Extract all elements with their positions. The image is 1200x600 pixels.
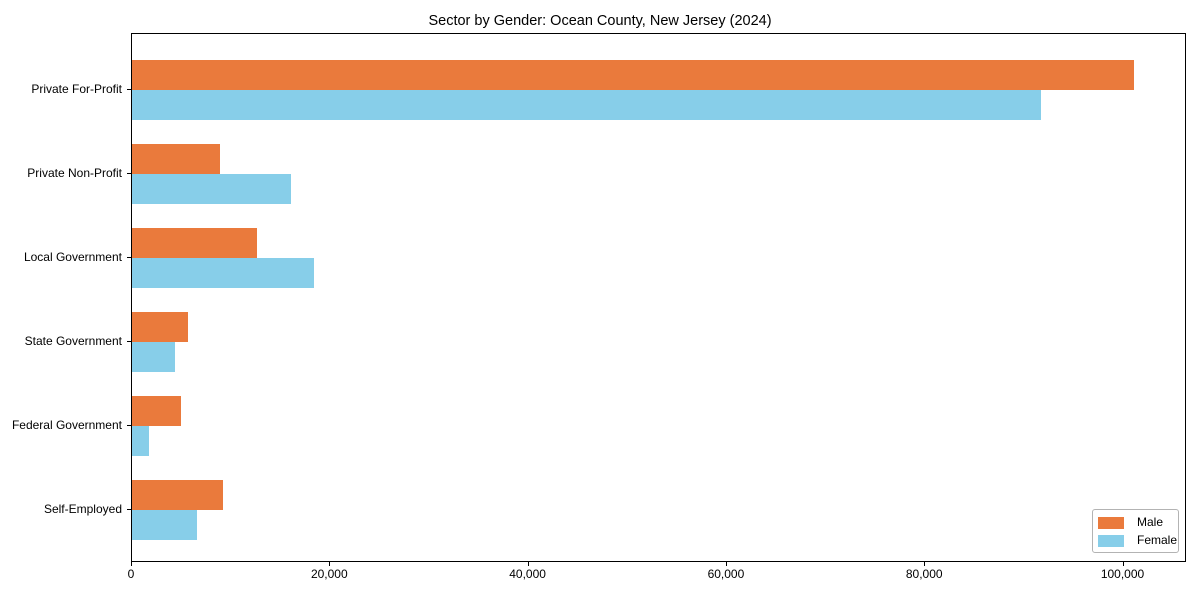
xtick-mark [329, 562, 331, 566]
xtick-label-100000: 100,000 [1100, 567, 1145, 581]
chart-title: Sector by Gender: Ocean County, New Jers… [428, 13, 772, 29]
ytick-mark [127, 425, 131, 426]
legend-label-male: Male [1137, 515, 1164, 529]
legend-item-female: Female [1098, 534, 1178, 547]
xtick-mark [527, 562, 529, 566]
ytick-label-self-employed: Self-Employed [43, 502, 122, 516]
xtick-label-60000: 60,000 [707, 567, 745, 581]
ytick-mark [127, 173, 131, 174]
bar-female-private-for-profit [132, 90, 1042, 120]
bar-male-self-employed [132, 480, 224, 510]
bar-male-private-for-profit [132, 60, 1134, 90]
plot-area [131, 33, 1186, 562]
xtick-label-0: 0 [127, 567, 135, 581]
bar-female-local-government [132, 258, 315, 288]
legend-label-female: Female [1137, 533, 1178, 547]
bar-female-state-government [132, 342, 175, 372]
bar-female-self-employed [132, 510, 198, 540]
ytick-label-private-for-profit: Private For-Profit [31, 82, 122, 96]
xtick-label-20000: 20,000 [310, 567, 348, 581]
legend-item-male: Male [1098, 516, 1178, 529]
bar-male-private-non-profit [132, 144, 221, 174]
xtick-label-40000: 40,000 [509, 567, 546, 581]
ytick-mark [127, 257, 131, 258]
ytick-label-federal-government: Federal Government [11, 418, 122, 432]
ytick-label-state-government: State Government [24, 334, 122, 348]
ytick-mark [127, 341, 131, 342]
xtick-mark [1122, 562, 1124, 566]
bar-female-federal-government [132, 426, 149, 456]
bar-female-private-non-profit [132, 174, 292, 204]
xtick-mark [725, 562, 727, 566]
bar-male-federal-government [132, 396, 182, 426]
xtick-mark [131, 562, 132, 566]
ytick-mark [127, 509, 131, 510]
ytick-mark [127, 89, 131, 90]
xtick-label-80000: 80,000 [905, 567, 943, 581]
legend-swatch-female [1098, 534, 1124, 547]
xtick-mark [924, 562, 926, 566]
ytick-label-local-government: Local Government [23, 250, 122, 264]
ytick-label-private-non-profit: Private Non-Profit [27, 166, 122, 180]
legend: Male Female [1092, 509, 1179, 553]
bar-male-state-government [132, 312, 189, 342]
bar-male-local-government [132, 228, 257, 258]
legend-swatch-male [1098, 516, 1124, 529]
